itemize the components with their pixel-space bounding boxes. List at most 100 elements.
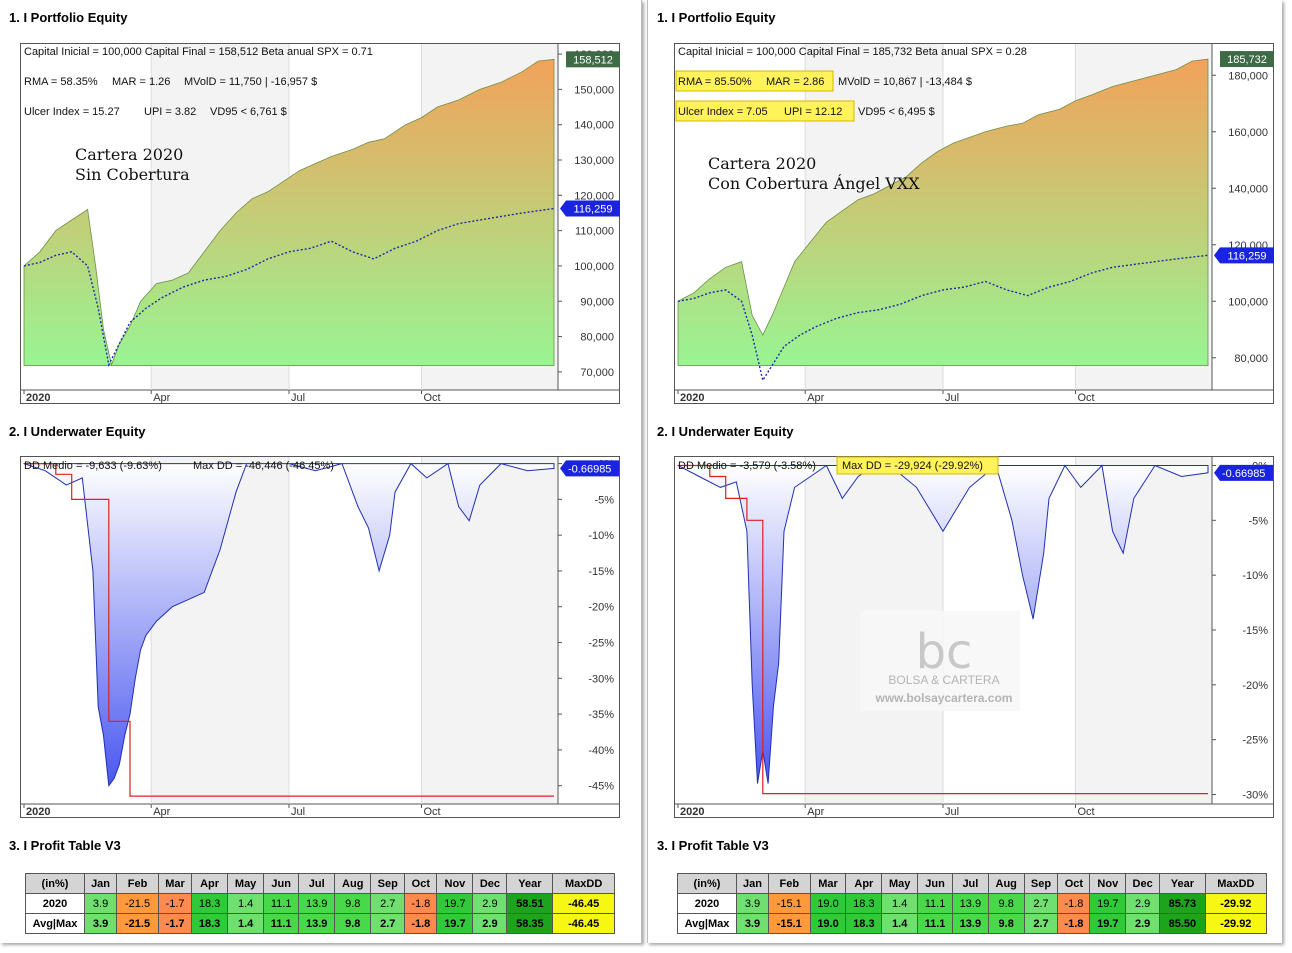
stats-vd95: VD95 < 6,761 $ — [210, 106, 287, 118]
y-tick-label: 90,000 — [580, 296, 614, 308]
table-row: Avg|Max 3.9 -21.5 -1.7 18.3 1.4 11.1 13.9 9.8 2.7… — [25, 913, 615, 934]
stats-line-capital: Capital Inicial = 100,000 Capital Final … — [24, 46, 373, 58]
underwater-section-title: 2. I Underwater Equity — [9, 424, 146, 439]
y-tick-label: 100,000 — [574, 261, 614, 273]
max-dd: Max DD = -46,446 (-46.45%) — [193, 460, 334, 472]
annotation-line2: Con Cobertura Ángel VXX — [708, 173, 920, 193]
table-cell: 13.9 — [298, 913, 336, 934]
final-equity-tag — [1220, 51, 1274, 68]
annotation-line1: Cartera 2020 — [708, 154, 816, 173]
table-cell: 9.8 — [334, 893, 372, 914]
dd-medio: DD Medio = -9,633 (-9.63%) — [24, 460, 162, 472]
row-label: Avg|Max — [677, 913, 737, 934]
column-header: Feb — [116, 873, 160, 894]
y-tick-label: -30% — [588, 673, 614, 685]
table-cell: 1.4 — [227, 893, 265, 914]
column-header: Apr — [845, 873, 883, 894]
portfolio-equity-area — [23, 58, 555, 367]
equity-section-title: 1. I Portfolio Equity — [657, 10, 776, 25]
max-drawdown-line — [24, 463, 554, 797]
stats-rma: RMA = 58.35% — [24, 76, 98, 88]
y-tick-label: -25% — [588, 638, 614, 650]
table-cell: 2.9 — [1125, 893, 1161, 914]
table-cell: 2.9 — [472, 893, 508, 914]
table-cell: 2.9 — [1125, 913, 1161, 934]
spx-tag — [560, 200, 620, 217]
x-tick-label: Jul — [291, 806, 305, 818]
y-tick-label: 70,000 — [580, 367, 614, 379]
watermark-brand: BOLSA & CARTERA — [888, 673, 999, 687]
column-header: Jul — [951, 873, 989, 894]
table-cell: -46.45 — [552, 913, 615, 934]
column-header: May — [881, 873, 919, 894]
table-cell: 3.9 — [83, 893, 118, 914]
quarter-shade — [1075, 457, 1212, 804]
column-header: Oct — [1057, 873, 1091, 894]
spx-label: 116,259 — [1228, 250, 1267, 262]
column-header: Apr — [191, 873, 229, 894]
table-cell: 3.9 — [736, 893, 769, 914]
profit-table: (in%) Jan Feb Mar Apr May Jun Jul Aug Sep Oct Nov De… — [677, 873, 1268, 934]
table-header-row: (in%) Jan Feb Mar Apr May Jun Jul Aug Sep Oct Nov De… — [25, 873, 615, 894]
y-tick-label: 140,000 — [574, 120, 614, 132]
table-cell: -46.45 — [552, 893, 615, 914]
table-cell: 19.7 — [1089, 893, 1127, 914]
column-header: Sep — [370, 873, 406, 894]
equity-chart: 80,000100,000120,000140,000160,000180,00… — [674, 43, 1274, 404]
stats-mvold: MVolD = 11,750 | -16,957 $ — [184, 76, 317, 88]
drawdown-label: -0.66985 — [1222, 468, 1265, 480]
y-tick-label: -35% — [588, 709, 614, 721]
column-header: Jul — [298, 873, 336, 894]
table-cell: -1.7 — [158, 893, 193, 914]
column-header: Oct — [404, 873, 438, 894]
table-cell: 18.3 — [191, 893, 229, 914]
y-tick-label: -5% — [594, 494, 614, 506]
column-header: Aug — [334, 873, 372, 894]
stats-upi: UPI = 12.12 — [784, 106, 842, 118]
table-cell: 58.35 — [506, 913, 554, 934]
table-cell: 85.50 — [1159, 913, 1206, 934]
spx-benchmark-line — [677, 254, 1209, 383]
final-equity-label: 158,512 — [573, 54, 613, 66]
column-header: Jun — [263, 873, 300, 894]
watermark-logo: bc — [916, 624, 973, 680]
column-header: Year — [1159, 873, 1206, 894]
profit-table-title: 3. I Profit Table V3 — [9, 838, 121, 853]
underwater-chart: 0%-5%-10%-15%-20%-25%-30%2020AprJulOct-0… — [674, 456, 1274, 818]
y-tick-label: -20% — [1242, 680, 1268, 692]
table-cell: 11.1 — [263, 913, 300, 934]
spx-tag — [1214, 247, 1274, 264]
stats-upi: UPI = 3.82 — [144, 106, 196, 118]
table-cell: 3.9 — [83, 913, 118, 934]
drawdown-area — [677, 464, 1209, 784]
y-tick-label: -15% — [588, 566, 614, 578]
table-cell: 19.0 — [809, 893, 847, 914]
y-tick-label: -15% — [1242, 625, 1268, 637]
table-row: 2020 3.9 -15.1 19.0 18.3 1.4 11.1 13.9 9.8 2.7 -1.… — [677, 893, 1268, 914]
table-cell: 2.7 — [370, 913, 406, 934]
spx-benchmark-line — [23, 207, 555, 367]
table-cell: 1.4 — [227, 913, 265, 934]
table-cell: 13.9 — [298, 893, 336, 914]
portfolio-equity-area — [677, 58, 1209, 367]
x-tick-label: Oct — [424, 806, 441, 818]
column-header: MaxDD — [552, 873, 615, 894]
y-tick-label: -45% — [588, 781, 614, 793]
max-dd: Max DD = -29,924 (-29.92%) — [842, 460, 983, 472]
x-tick-label: 2020 — [680, 806, 704, 818]
x-tick-label: 2020 — [26, 806, 50, 818]
table-cell: 18.3 — [845, 893, 883, 914]
y-tick-label: 180,000 — [1228, 70, 1268, 82]
stats-line-capital: Capital Inicial = 100,000 Capital Final … — [678, 46, 1027, 58]
max-drawdown-line — [678, 464, 1208, 795]
table-cell: 18.3 — [845, 913, 883, 934]
final-equity-label: 185,732 — [1227, 54, 1267, 66]
stats-mvold: MVolD = 10,867 | -13,484 $ — [838, 76, 972, 88]
profit-table: (in%) Jan Feb Mar Apr May Jun Jul Aug Sep Oct Nov De… — [25, 873, 615, 934]
y-tick-label: 120,000 — [574, 190, 614, 202]
dd-medio: DD Medio = -3,579 (-3.58%) — [678, 460, 816, 472]
column-header: Jan — [83, 873, 118, 894]
y-tick-label: 100,000 — [1228, 296, 1268, 308]
column-header: (in%) — [25, 873, 85, 894]
column-header: Jun — [917, 873, 953, 894]
